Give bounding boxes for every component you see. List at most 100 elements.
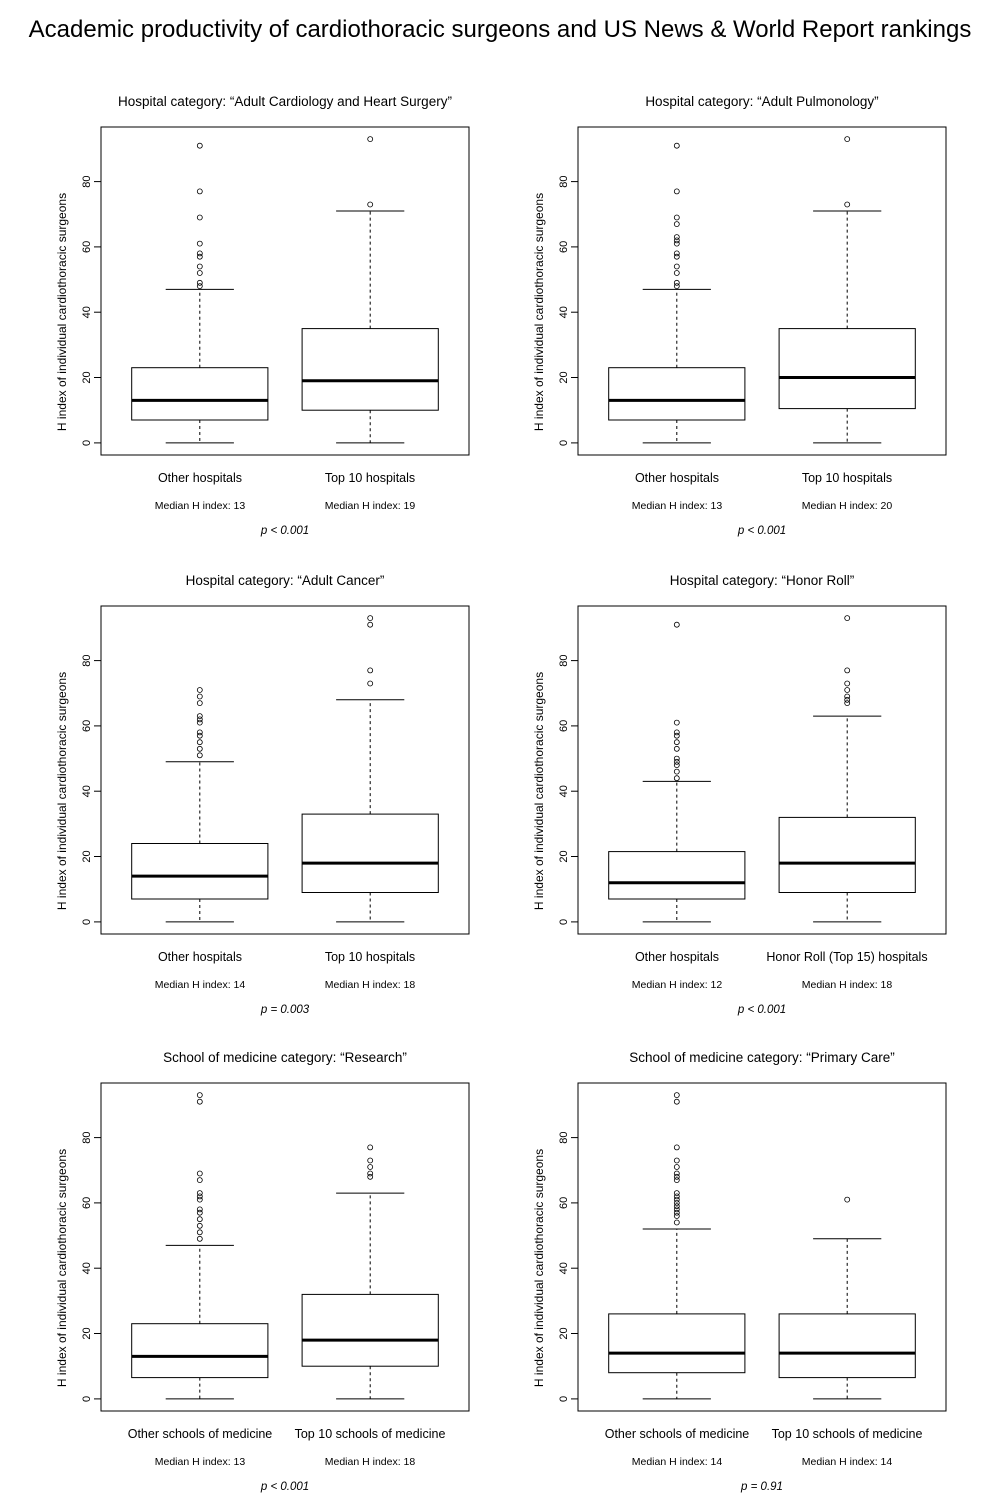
box bbox=[779, 1314, 915, 1378]
y-tick-label: 0 bbox=[558, 919, 570, 925]
outlier-point bbox=[197, 241, 202, 246]
outlier-point bbox=[674, 763, 679, 768]
y-tick-label: 40 bbox=[81, 1262, 93, 1274]
outlier-point bbox=[674, 264, 679, 269]
outlier-point bbox=[197, 694, 202, 699]
outlier-point bbox=[845, 137, 850, 142]
median-label: Median H index: 18 bbox=[280, 1455, 460, 1469]
outlier-point bbox=[674, 733, 679, 738]
panel-honor-roll: Hospital category: “Honor Roll” 0 20 40 60 8… bbox=[477, 479, 977, 1024]
outlier-point bbox=[197, 1171, 202, 1176]
y-tick-label: 40 bbox=[558, 785, 570, 797]
y-tick-label: 40 bbox=[558, 1262, 570, 1274]
outlier-point bbox=[197, 189, 202, 194]
p-value-label: p = 0.91 bbox=[578, 1479, 946, 1495]
y-tick-label: 60 bbox=[558, 720, 570, 732]
outlier-point bbox=[197, 1210, 202, 1215]
group-label: Top 10 schools of medicine bbox=[280, 1426, 460, 1442]
outlier-point bbox=[674, 769, 679, 774]
y-tick-label: 0 bbox=[558, 440, 570, 446]
outlier-point bbox=[197, 215, 202, 220]
boxplot-chart: 0 20 40 60 80 H index of individual cardiotho… bbox=[477, 479, 977, 949]
outlier-point bbox=[197, 746, 202, 751]
box-group bbox=[302, 616, 438, 922]
median-label: Median H index: 14 bbox=[587, 1455, 767, 1469]
outlier-point bbox=[674, 254, 679, 259]
panel-research: School of medicine category: “Research” … bbox=[0, 956, 500, 1501]
outlier-point bbox=[845, 701, 850, 706]
y-tick-label: 20 bbox=[81, 850, 93, 862]
outlier-point bbox=[674, 622, 679, 627]
outlier-point bbox=[674, 189, 679, 194]
outlier-point bbox=[368, 1165, 373, 1170]
y-tick-label: 80 bbox=[558, 1131, 570, 1143]
outlier-point bbox=[368, 137, 373, 142]
outlier-point bbox=[197, 733, 202, 738]
outlier-point bbox=[674, 776, 679, 781]
y-tick-label: 80 bbox=[81, 1131, 93, 1143]
outlier-point bbox=[197, 688, 202, 693]
y-tick-label: 80 bbox=[81, 175, 93, 187]
boxplot-chart: 0 20 40 60 80 H index of individual cardiotho… bbox=[477, 0, 977, 470]
outlier-point bbox=[197, 720, 202, 725]
outlier-point bbox=[674, 746, 679, 751]
box bbox=[609, 852, 745, 899]
outlier-point bbox=[368, 668, 373, 673]
box-group bbox=[609, 622, 745, 922]
box-group bbox=[779, 1197, 915, 1399]
box-group bbox=[609, 1093, 745, 1399]
y-tick-label: 40 bbox=[558, 306, 570, 318]
panel-primary-care: School of medicine category: “Primary Ca… bbox=[477, 956, 977, 1501]
outlier-point bbox=[368, 1158, 373, 1163]
outlier-point bbox=[197, 1178, 202, 1183]
y-tick-label: 0 bbox=[81, 919, 93, 925]
outlier-point bbox=[674, 720, 679, 725]
group-label: Other schools of medicine bbox=[587, 1426, 767, 1442]
y-axis-label: H index of individual cardiothoracic sur… bbox=[55, 193, 69, 431]
outlier-point bbox=[197, 264, 202, 269]
y-tick-label: 80 bbox=[558, 654, 570, 666]
boxplot-chart: 0 20 40 60 80 H index of individual cardiotho… bbox=[0, 479, 500, 949]
box bbox=[302, 329, 438, 411]
box-group bbox=[132, 143, 268, 443]
outlier-point bbox=[845, 202, 850, 207]
y-tick-label: 60 bbox=[81, 1197, 93, 1209]
outlier-point bbox=[674, 1178, 679, 1183]
y-tick-label: 0 bbox=[558, 1396, 570, 1402]
outlier-point bbox=[674, 222, 679, 227]
y-tick-label: 60 bbox=[558, 241, 570, 253]
boxplot-chart: 0 20 40 60 80 H index of individual cardiotho… bbox=[477, 956, 977, 1426]
y-tick-label: 80 bbox=[81, 654, 93, 666]
box-group bbox=[302, 137, 438, 443]
outlier-point bbox=[368, 1174, 373, 1179]
box bbox=[609, 1314, 745, 1373]
y-tick-label: 20 bbox=[558, 1327, 570, 1339]
outlier-point bbox=[368, 1145, 373, 1150]
outlier-point bbox=[674, 241, 679, 246]
panel-adult-cancer: Hospital category: “Adult Cancer” 0 20 40 6… bbox=[0, 479, 500, 1024]
y-axis-label: H index of individual cardiothoracic sur… bbox=[55, 672, 69, 910]
outlier-point bbox=[674, 1220, 679, 1225]
y-tick-label: 0 bbox=[81, 440, 93, 446]
y-tick-label: 20 bbox=[81, 371, 93, 383]
box-group bbox=[132, 1093, 268, 1399]
y-axis-label: H index of individual cardiothoracic sur… bbox=[532, 193, 546, 431]
outlier-point bbox=[674, 271, 679, 276]
box bbox=[132, 844, 268, 900]
outlier-point bbox=[845, 616, 850, 621]
outlier-point bbox=[197, 143, 202, 148]
outlier-point bbox=[845, 1197, 850, 1202]
box bbox=[132, 1324, 268, 1378]
group-label: Other schools of medicine bbox=[110, 1426, 290, 1442]
outlier-point bbox=[674, 143, 679, 148]
box-group bbox=[302, 1145, 438, 1399]
box bbox=[132, 368, 268, 420]
outlier-point bbox=[845, 688, 850, 693]
box-group bbox=[779, 616, 915, 922]
panel-adult-pulmonology: Hospital category: “Adult Pulmonology” 0… bbox=[477, 0, 977, 545]
y-tick-label: 20 bbox=[558, 850, 570, 862]
y-axis-label: H index of individual cardiothoracic sur… bbox=[532, 1149, 546, 1387]
outlier-point bbox=[368, 622, 373, 627]
box bbox=[302, 814, 438, 892]
outlier-point bbox=[197, 1099, 202, 1104]
